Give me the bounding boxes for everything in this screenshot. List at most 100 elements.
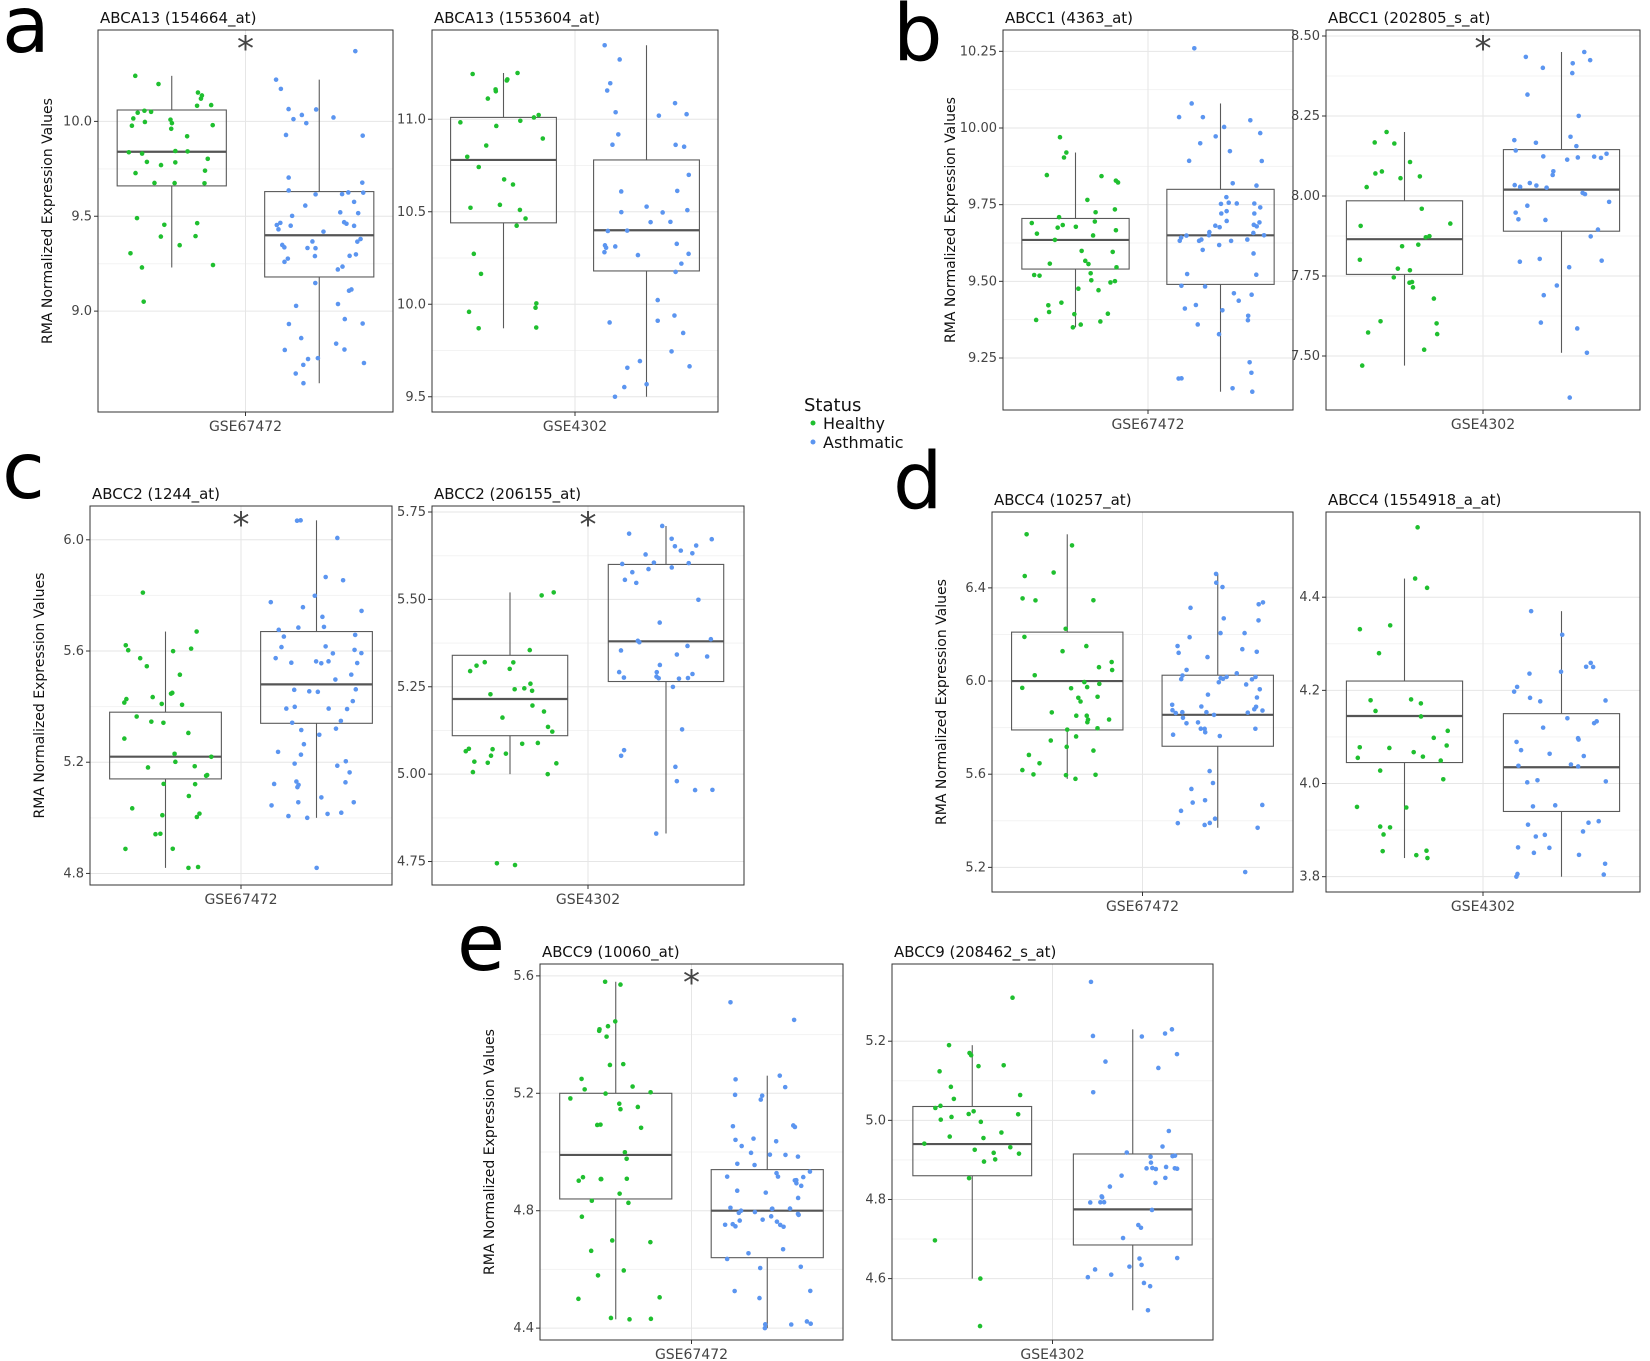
data-point-asthmatic <box>1169 702 1175 708</box>
box-iqr <box>1502 713 1621 813</box>
data-point-asthmatic <box>678 548 684 553</box>
data-point-healthy <box>1425 855 1430 861</box>
data-point-healthy <box>177 672 183 678</box>
data-point-healthy <box>589 1198 595 1204</box>
y-axis-title: RMA Normalized Expression Values <box>934 579 950 825</box>
plot-e-left: 4.4 4.8 5.2 5.6 GSE67472 ABCC9 (10060_at) RMA … <box>482 943 844 1361</box>
data-point-asthmatic <box>686 560 692 566</box>
data-point-healthy <box>208 102 214 108</box>
box-iqr <box>559 1092 673 1200</box>
data-point-asthmatic <box>1160 1144 1165 1149</box>
data-point-healthy <box>142 108 147 114</box>
y-tick-label: 5.00 <box>397 767 426 782</box>
data-point-healthy <box>534 301 539 306</box>
plot-title: ABCC4 (10257_at) <box>994 491 1132 510</box>
data-point-asthmatic <box>1207 229 1212 235</box>
data-point-asthmatic <box>1257 130 1263 136</box>
data-point-healthy <box>1084 643 1089 649</box>
data-point-asthmatic <box>1523 54 1529 60</box>
data-point-asthmatic <box>679 261 684 266</box>
data-point-asthmatic <box>1170 732 1176 738</box>
data-point-asthmatic <box>1533 834 1539 839</box>
data-point-healthy <box>1073 713 1079 719</box>
y-tick-label: 5.6 <box>63 644 84 659</box>
data-point-healthy <box>545 771 551 777</box>
data-point-asthmatic <box>282 347 288 353</box>
data-point-healthy <box>149 719 154 724</box>
data-point-healthy <box>476 326 481 331</box>
data-point-asthmatic <box>1213 580 1219 586</box>
data-point-healthy <box>1060 648 1065 654</box>
data-point-healthy <box>1037 273 1042 278</box>
y-tick-label: 5.75 <box>397 505 426 520</box>
data-point-healthy <box>533 305 538 311</box>
data-point-asthmatic <box>1603 779 1609 784</box>
data-point-healthy <box>576 1296 581 1302</box>
data-point-asthmatic <box>693 543 699 548</box>
data-point-healthy <box>512 862 518 868</box>
data-point-asthmatic <box>1193 302 1199 308</box>
data-point-healthy <box>605 1023 611 1029</box>
data-point-asthmatic <box>622 577 628 583</box>
data-point-asthmatic <box>1188 605 1193 611</box>
data-point-asthmatic <box>1189 786 1194 792</box>
y-tick-label: 9.75 <box>968 198 997 213</box>
data-point-healthy <box>173 759 178 765</box>
data-point-asthmatic <box>648 219 653 225</box>
data-point-asthmatic <box>1202 726 1207 732</box>
data-point-asthmatic <box>1187 634 1192 640</box>
data-point-asthmatic <box>660 210 665 215</box>
data-point-healthy <box>137 655 143 661</box>
data-point-healthy <box>1408 697 1414 702</box>
data-point-asthmatic <box>1245 710 1251 715</box>
box-healthy <box>1345 525 1464 861</box>
data-point-healthy <box>580 1174 586 1180</box>
data-point-asthmatic <box>798 1183 804 1189</box>
data-point-healthy <box>582 1087 587 1092</box>
data-point-healthy <box>463 748 469 754</box>
data-point-asthmatic <box>670 684 676 690</box>
y-tick-label: 4.8 <box>63 866 84 881</box>
data-point-asthmatic <box>618 753 624 759</box>
data-point-asthmatic <box>759 1093 765 1098</box>
x-axis-label: GSE67472 <box>1111 417 1184 433</box>
data-point-asthmatic <box>612 244 618 249</box>
data-point-healthy <box>125 647 131 653</box>
data-point-asthmatic <box>1525 203 1530 209</box>
data-point-healthy <box>129 806 135 811</box>
data-point-asthmatic <box>696 597 701 603</box>
data-point-asthmatic <box>617 57 622 62</box>
data-point-asthmatic <box>1200 247 1206 253</box>
data-point-asthmatic <box>292 761 297 766</box>
data-point-healthy <box>1063 626 1068 632</box>
data-point-asthmatic <box>1202 729 1208 735</box>
data-point-asthmatic <box>1514 739 1519 745</box>
data-point-healthy <box>504 78 510 83</box>
data-point-healthy <box>1093 772 1098 778</box>
data-point-asthmatic <box>1525 822 1531 827</box>
data-point-healthy <box>621 1268 627 1273</box>
data-point-asthmatic <box>326 659 331 664</box>
data-point-asthmatic <box>1576 852 1582 858</box>
data-point-asthmatic <box>1531 850 1537 856</box>
data-point-healthy <box>1085 717 1091 722</box>
data-point-asthmatic <box>1243 682 1249 687</box>
data-point-asthmatic <box>1245 317 1251 323</box>
data-point-asthmatic <box>283 132 289 138</box>
data-point-asthmatic <box>281 634 287 639</box>
data-point-healthy <box>1431 735 1437 741</box>
data-point-asthmatic <box>644 204 649 209</box>
data-point-asthmatic <box>672 100 678 106</box>
data-point-healthy <box>517 207 523 213</box>
data-point-asthmatic <box>315 355 321 361</box>
data-point-healthy <box>1444 743 1449 748</box>
data-point-healthy <box>192 763 198 769</box>
panel-letter-c: c <box>2 427 45 517</box>
data-point-asthmatic <box>679 727 685 732</box>
box-iqr <box>1072 1153 1193 1246</box>
data-point-healthy <box>1078 322 1084 327</box>
plots: 9.0 9.5 10.0 GSE67472 ABCA13 (154664_at) RMA … <box>32 9 1641 1361</box>
data-point-asthmatic <box>1533 140 1539 146</box>
data-point-asthmatic <box>1540 154 1546 159</box>
x-axis-label: GSE4302 <box>1451 899 1515 915</box>
